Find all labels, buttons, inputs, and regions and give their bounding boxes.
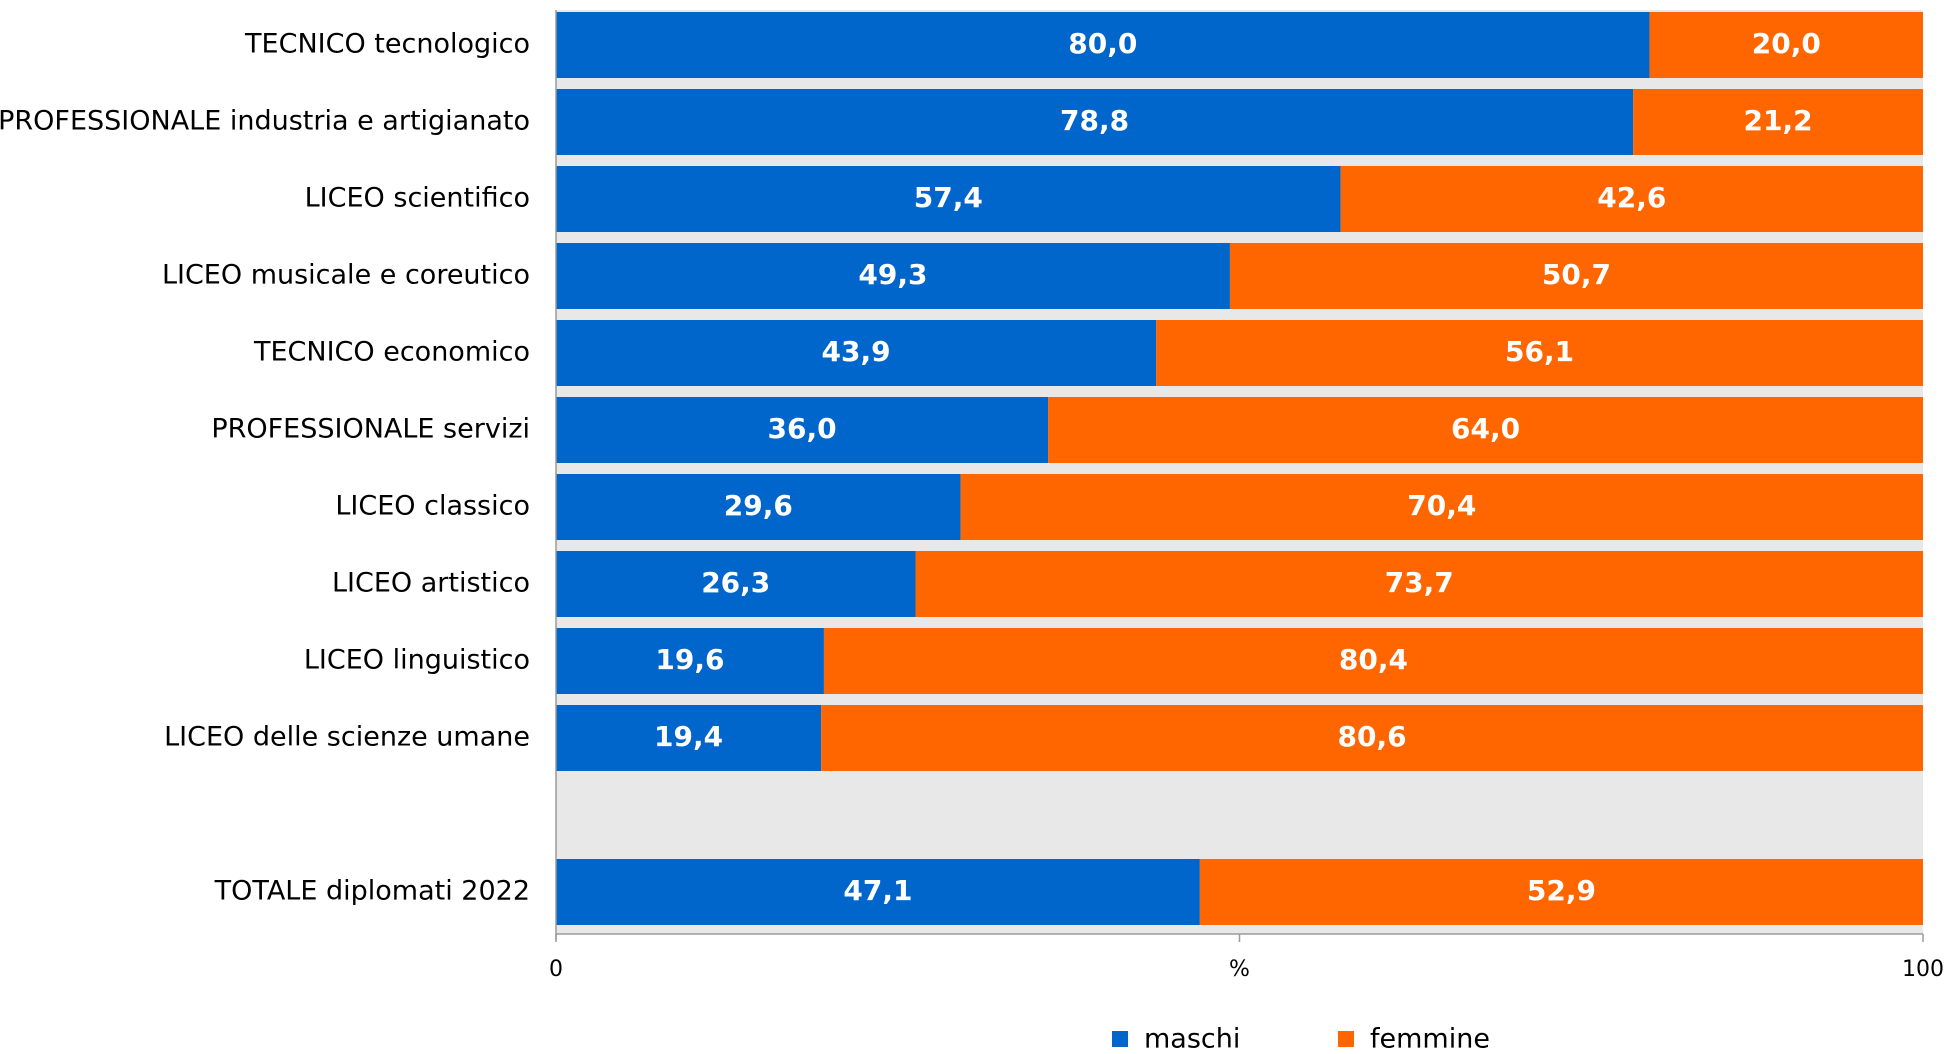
bar-segment-femmine	[821, 705, 1923, 771]
category-label: TECNICO economico	[253, 337, 530, 368]
x-axis: 0% 100	[549, 10, 1944, 982]
category-label: PROFESSIONALE industria e artigianato	[0, 106, 530, 137]
row-gap	[556, 78, 1923, 89]
row-gap	[556, 463, 1923, 474]
data-label-femmine: 21,2	[1744, 104, 1813, 137]
data-label-maschi: 49,3	[858, 258, 927, 291]
data-label-femmine: 42,6	[1597, 181, 1666, 214]
data-label-femmine: 73,7	[1385, 566, 1454, 599]
data-label-maschi: 36,0	[768, 412, 837, 445]
bar-segment-maschi	[556, 859, 1200, 925]
data-label-femmine: 52,9	[1527, 874, 1596, 907]
category-label: LICEO classico	[335, 491, 530, 522]
row-gap	[556, 155, 1923, 166]
row-gap	[556, 540, 1923, 551]
data-label-maschi: 57,4	[914, 181, 983, 214]
bar-segment-maschi	[556, 705, 822, 771]
data-label-femmine: 70,4	[1407, 489, 1476, 522]
legend-label-maschi: maschi	[1144, 1024, 1240, 1054]
bar-segment-femmine	[915, 551, 1923, 617]
x-tick-label: 0	[549, 957, 563, 982]
category-label: LICEO delle scienze umane	[164, 722, 530, 753]
data-label-femmine: 20,0	[1752, 27, 1821, 60]
legend-swatch-maschi	[1112, 1031, 1128, 1047]
category-labels: TECNICO tecnologico PROFESSIONALE industr…	[0, 29, 530, 907]
data-label-maschi: 26,3	[701, 566, 770, 599]
bar-segment-femmine	[1156, 320, 1923, 386]
bar-segment-femmine	[1229, 243, 1923, 309]
category-label: TOTALE diplomati 2022	[214, 876, 530, 907]
row-gap	[556, 386, 1923, 397]
x-tick-label: 100	[1902, 957, 1944, 982]
row-gap	[556, 694, 1923, 705]
data-label-femmine: 56,1	[1505, 335, 1574, 368]
category-label: LICEO linguistico	[304, 645, 530, 676]
category-label: LICEO musicale e coreutico	[162, 260, 530, 291]
bar-segment-maschi	[556, 397, 1049, 463]
bar-segment-maschi	[556, 243, 1230, 309]
bar-segment-femmine	[1649, 12, 1923, 78]
bar-segment-maschi	[556, 474, 961, 540]
data-label-maschi: 43,9	[822, 335, 891, 368]
row-gap	[556, 771, 1923, 782]
bar-segment-femmine	[1048, 397, 1923, 463]
bar-segment-femmine	[823, 628, 1923, 694]
category-label: LICEO scientifico	[305, 183, 530, 214]
data-label-maschi: 29,6	[724, 489, 793, 522]
data-label-femmine: 80,4	[1339, 643, 1408, 676]
bar-segment-maschi	[556, 320, 1157, 386]
bar-segment-femmine	[960, 474, 1923, 540]
legend-swatch-femmine	[1338, 1031, 1354, 1047]
data-label-femmine: 64,0	[1451, 412, 1520, 445]
data-label-maschi: 47,1	[843, 874, 912, 907]
bar-segment-femmine	[1340, 166, 1923, 232]
data-label-maschi: 78,8	[1060, 104, 1129, 137]
bar-segment-femmine	[1633, 89, 1923, 155]
data-label-femmine: 80,6	[1338, 720, 1407, 753]
bar-segment-maschi	[556, 551, 916, 617]
bar-segment-femmine	[1199, 859, 1923, 925]
data-label-maschi: 80,0	[1068, 27, 1137, 60]
row-gap	[556, 232, 1923, 243]
category-label: PROFESSIONALE servizi	[211, 414, 530, 445]
category-label: TECNICO tecnologico	[244, 29, 530, 60]
data-label-maschi: 19,4	[654, 720, 723, 753]
data-label-femmine: 50,7	[1542, 258, 1611, 291]
row-gap	[556, 617, 1923, 628]
row-gap	[556, 309, 1923, 320]
bar-segment-maschi	[556, 12, 1650, 78]
bars-group: 80,0 20,0 78,8 21,2 57,4 42,6 49,3 50,7 43,9 56,1…	[556, 12, 1923, 925]
legend-label-femmine: femmine	[1370, 1024, 1490, 1054]
x-tick-label: %	[1229, 957, 1250, 982]
data-label-maschi: 19,6	[655, 643, 724, 676]
bar-segment-maschi	[556, 166, 1341, 232]
legend: maschi femmine	[1112, 1024, 1490, 1054]
category-label: LICEO artistico	[332, 568, 530, 599]
bar-segment-maschi	[556, 628, 824, 694]
bar-segment-maschi	[556, 89, 1634, 155]
